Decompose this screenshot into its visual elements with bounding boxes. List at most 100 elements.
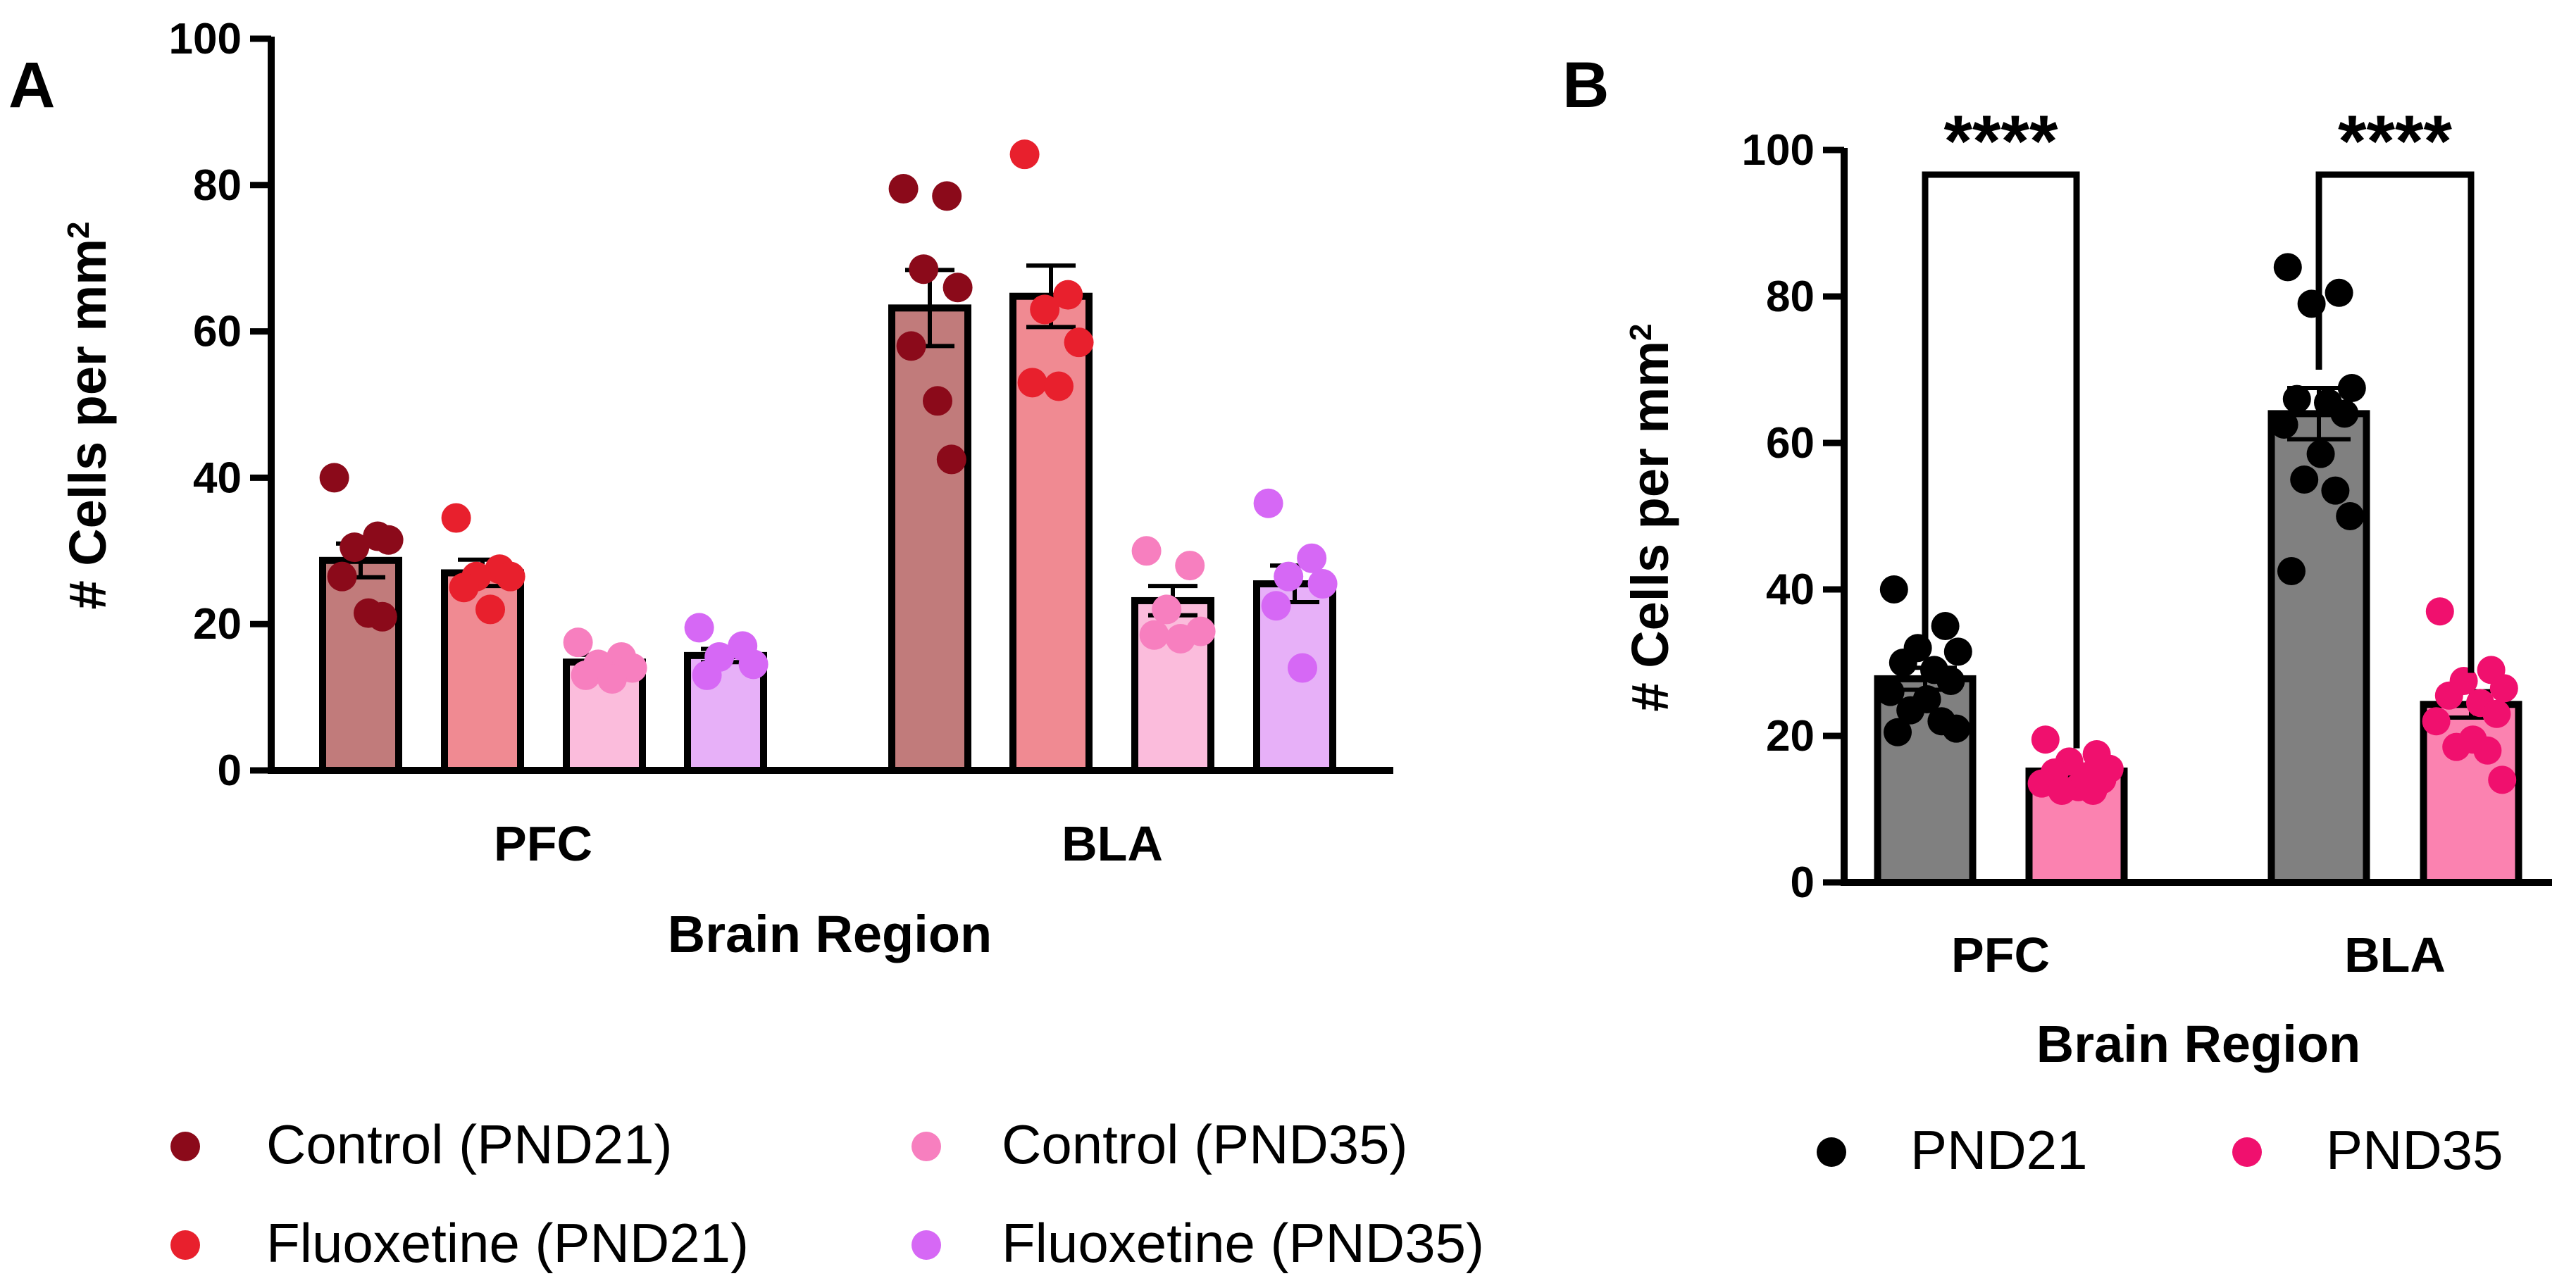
panel-b-y-tick-label: 80 [1766,273,1815,321]
panel-b-legend-label: PND21 [1910,1119,2087,1181]
panel-a-data-point [1261,591,1291,621]
panel-a-data-point [367,601,397,632]
panel-a-y-tick-label: 80 [193,161,242,210]
panel-a-y-tick-label: 40 [193,454,242,502]
panel-a-data-point [571,660,601,690]
panel-b-data-point [2277,557,2306,585]
panel-a-data-point [373,525,404,555]
panel-a-category-label: BLA [1062,816,1163,871]
panel-a-legend-label: Fluoxetine (PND21) [266,1212,749,1274]
panel-a-data-point [1044,371,1074,401]
panel-b-data-point [1876,677,1905,706]
panel-a-data-point [896,331,926,361]
panel-b-data-point [2321,476,2350,505]
panel-a-data-point [923,386,952,416]
panel-b-x-axis-label: Brain Region [2036,1015,2360,1073]
panel-a-data-point [1152,594,1182,625]
panel-a-data-point [1131,536,1162,566]
panel-b-data-point [2325,278,2353,307]
panel-a-label: A [8,49,55,121]
panel-b-y-tick-label: 100 [1742,126,1815,175]
panel-b-data-point [2473,736,2502,765]
panel-b-data-point [2488,765,2517,794]
panel-b-y-tick-label: 40 [1766,565,1815,614]
panel-a-legend-label: Fluoxetine (PND35) [1002,1212,1484,1274]
panel-a-bar-pfc-0 [319,556,402,774]
panel-a-data-point [340,532,370,563]
panel-b-y-axis-label: # Cells per mm2 [1621,324,1679,712]
panel-b-legend-label: PND35 [2326,1119,2503,1181]
panel-a-y-axis-label: # Cells per mm2 [58,222,117,610]
panel-b-label: B [1562,49,1609,121]
panel-a-data-point [1166,623,1195,654]
panel-a-y-tick-label: 100 [169,15,242,63]
panel-a-legend-marker [170,1230,200,1260]
panel-b-legend: PND21 PND35 [1817,1119,2503,1181]
panel-b-category-label: BLA [2344,927,2446,982]
panel-a-data-point [1017,368,1047,398]
panel-b-data-point [2442,732,2471,761]
panel-b-data-point [2489,674,2518,703]
panel-b-data-point [1896,696,1925,725]
panel-b-data-point [1889,649,1917,677]
panel-b-significance-label: **** [2338,101,2452,182]
panel-a-data-point [684,613,714,643]
panel-b-data-point [2270,411,2298,439]
panel-a-data-point [936,444,966,475]
panel-a-data-point [441,503,471,533]
panel-a-data-point [495,561,525,592]
panel-a-category-label: PFC [494,816,592,871]
panel-b-bar-bla-0 [2267,410,2370,886]
panel-a-data-point [1297,543,1327,573]
panel-b-data-point [2482,699,2511,728]
panel-a-data-point [1274,561,1304,592]
panel-b-plot-area: 0 20 40 60 80 100 PFC BLA **** **** [1742,101,2552,982]
panel-a-legend-marker [911,1230,941,1260]
panel-b-significance-bracket [2315,171,2475,673]
panel-b-data-point [2031,725,2060,754]
panel-b-y-tick-label: 60 [1766,419,1815,468]
panel-a-data-point [1053,280,1083,310]
panel-a-data-point [942,273,973,303]
panel-a-data-point [597,664,627,694]
panel-a-data-point [563,627,593,658]
panel-a-legend-marker [911,1132,941,1161]
panel-b-data-point [2434,681,2463,710]
panel-a-data-point [1307,569,1338,599]
panel-a-bar-bla-0 [888,304,971,774]
panel-b-data-point [1931,612,1960,640]
panel-a-y-tick-label: 0 [218,746,242,795]
panel-a-plot-area: 0 20 40 60 80 100 PFC BLA [169,15,1393,871]
panel-b-category-label: PFC [1951,927,2050,982]
panel-a-legend-label: Control (PND35) [1002,1113,1408,1175]
panel-b-data-point [1879,575,1908,604]
panel-b-data-point [2330,399,2359,428]
panel-b-data-point [2290,465,2319,494]
panel-a-data-point [1139,620,1169,650]
panel-a-y-tick-label: 20 [193,600,242,649]
panel-a-y-tick-label: 60 [193,308,242,356]
panel-b-data-point [2337,374,2366,402]
panel-b-data-point [1884,718,1912,746]
panel-a: A # Cells per mm2 0 20 40 60 80 100 PFC BLA Bra… [8,15,1484,1274]
panel-b-data-point [2079,777,2108,805]
panel-b-significance-label: **** [1944,101,2058,182]
panel-a-data-point [1064,327,1094,358]
panel-a-data-point [1009,139,1040,170]
panel-a-data-point [1030,294,1060,325]
panel-a-data-point [738,649,769,680]
panel-a-legend: Control (PND21) Fluoxetine (PND21) Control… [170,1113,1484,1274]
panel-b-data-point [2306,439,2335,468]
panel-a-data-point [1288,653,1317,683]
panel-a-legend-marker [170,1132,200,1161]
panel-b-y-tick-label: 0 [1791,858,1815,907]
panel-a-data-point [692,660,722,690]
panel-a-data-point [1175,551,1205,581]
panel-b: B # Cells per mm2 0 20 40 60 80 100 PFC BLA ****… [1562,49,2552,1181]
panel-b-data-point [2273,253,2302,282]
panel-a-x-axis-label: Brain Region [668,905,992,963]
panel-a-legend-label: Control (PND21) [266,1113,673,1175]
panel-b-data-point [2048,777,2077,805]
panel-b-significance-bracket [1922,171,2080,749]
